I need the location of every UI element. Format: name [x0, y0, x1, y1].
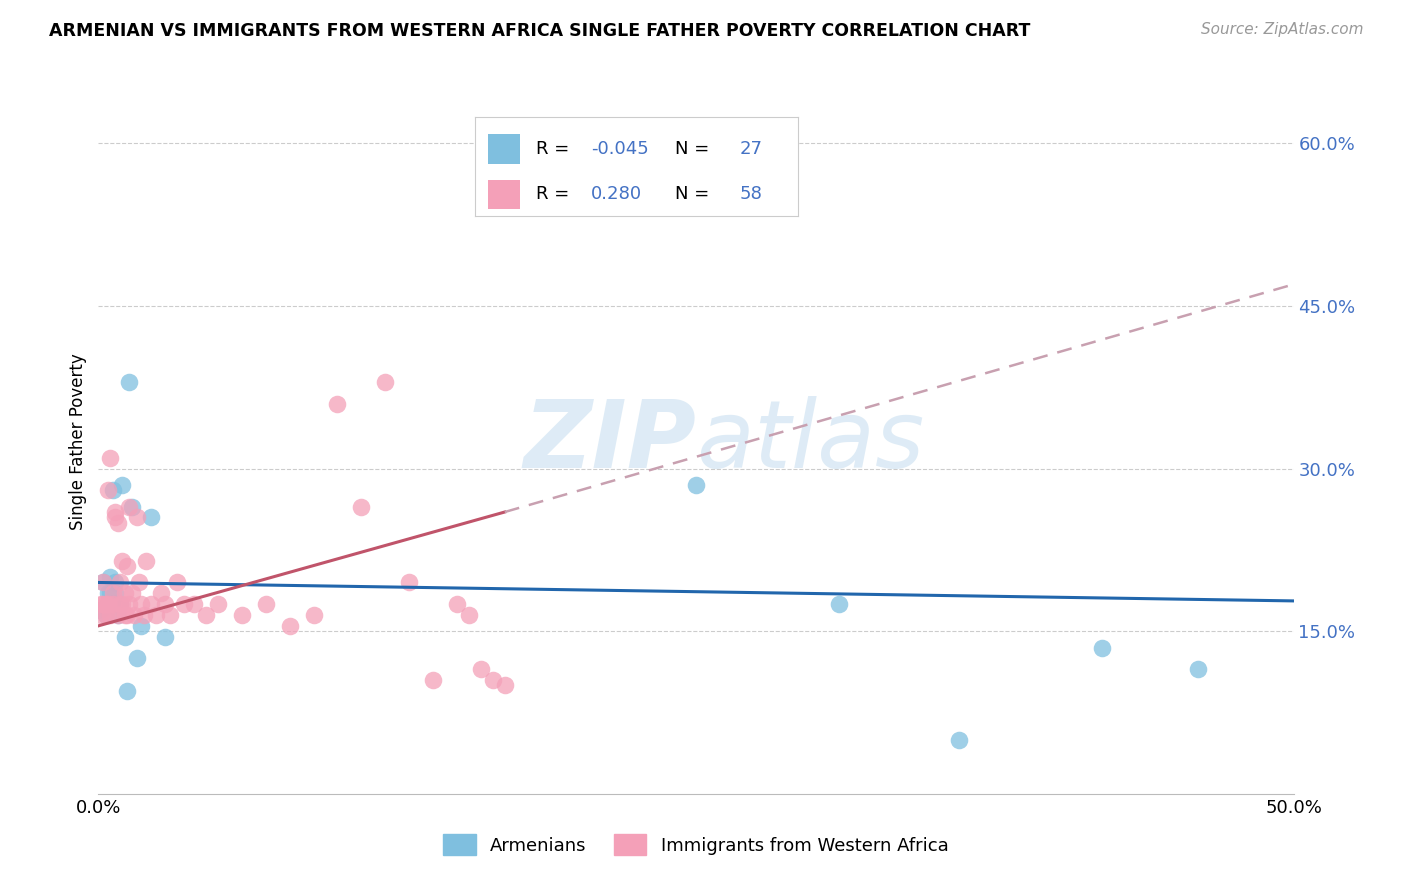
Point	[101, 483, 124, 498]
Point	[94, 607, 117, 622]
Point	[101, 597, 124, 611]
Point	[125, 651, 148, 665]
Point	[159, 607, 181, 622]
Point	[118, 597, 141, 611]
Point	[90, 607, 112, 622]
Point	[121, 586, 143, 600]
Point	[125, 510, 148, 524]
Point	[91, 597, 114, 611]
Point	[149, 586, 172, 600]
Point	[446, 597, 468, 611]
Text: Source: ZipAtlas.com: Source: ZipAtlas.com	[1201, 22, 1364, 37]
Point	[254, 597, 277, 611]
Point	[118, 375, 141, 389]
Point	[90, 597, 112, 611]
Point	[104, 505, 127, 519]
Point	[145, 607, 167, 622]
Point	[107, 516, 129, 530]
Point	[98, 586, 122, 600]
Point	[98, 607, 122, 622]
Point	[118, 500, 141, 514]
Point	[422, 673, 444, 687]
Point	[131, 619, 153, 633]
Point	[115, 607, 138, 622]
Point	[1091, 640, 1114, 655]
Point	[101, 597, 124, 611]
Point	[98, 570, 122, 584]
Text: ARMENIAN VS IMMIGRANTS FROM WESTERN AFRICA SINGLE FATHER POVERTY CORRELATION CHA: ARMENIAN VS IMMIGRANTS FROM WESTERN AFRI…	[49, 22, 1031, 40]
Point	[302, 607, 325, 622]
Point	[97, 597, 120, 611]
Point	[458, 607, 481, 622]
Y-axis label: Single Father Poverty: Single Father Poverty	[69, 353, 87, 530]
Point	[91, 575, 114, 590]
Point	[166, 575, 188, 590]
Point	[91, 575, 114, 590]
Point	[132, 607, 155, 622]
Point	[107, 607, 129, 622]
Point	[98, 450, 122, 465]
Point	[108, 597, 131, 611]
Text: ZIP: ZIP	[523, 395, 696, 488]
Point	[494, 678, 516, 692]
Point	[139, 597, 162, 611]
Point	[108, 575, 131, 590]
Point	[124, 607, 146, 622]
Point	[135, 554, 157, 568]
Point	[131, 597, 153, 611]
Point	[101, 586, 124, 600]
Point	[155, 630, 177, 644]
Point	[173, 597, 195, 611]
Point	[111, 554, 134, 568]
Point	[350, 500, 373, 514]
Text: atlas: atlas	[696, 396, 924, 487]
Point	[114, 607, 136, 622]
Point	[1187, 662, 1209, 676]
Point	[104, 510, 127, 524]
Point	[155, 597, 177, 611]
Point	[90, 602, 112, 616]
Point	[114, 630, 136, 644]
Point	[278, 619, 301, 633]
Point	[481, 673, 505, 687]
Point	[107, 607, 129, 622]
Point	[828, 597, 851, 611]
Point	[183, 597, 205, 611]
Point	[115, 559, 138, 574]
Point	[108, 597, 131, 611]
Point	[115, 684, 138, 698]
Point	[94, 607, 117, 622]
Point	[685, 478, 707, 492]
Point	[326, 396, 349, 410]
Point	[104, 586, 127, 600]
Point	[104, 575, 127, 590]
Point	[470, 662, 492, 676]
Point	[111, 597, 134, 611]
Point	[121, 500, 143, 514]
Point	[94, 597, 117, 611]
Point	[111, 478, 134, 492]
Point	[398, 575, 420, 590]
Point	[374, 375, 396, 389]
Point	[114, 586, 136, 600]
Point	[139, 510, 162, 524]
Point	[948, 732, 970, 747]
Point	[195, 607, 218, 622]
Point	[128, 575, 150, 590]
Point	[97, 597, 120, 611]
Point	[207, 597, 229, 611]
Point	[97, 483, 120, 498]
Point	[97, 586, 120, 600]
Legend: Armenians, Immigrants from Western Africa: Armenians, Immigrants from Western Afric…	[436, 827, 956, 863]
Point	[231, 607, 253, 622]
